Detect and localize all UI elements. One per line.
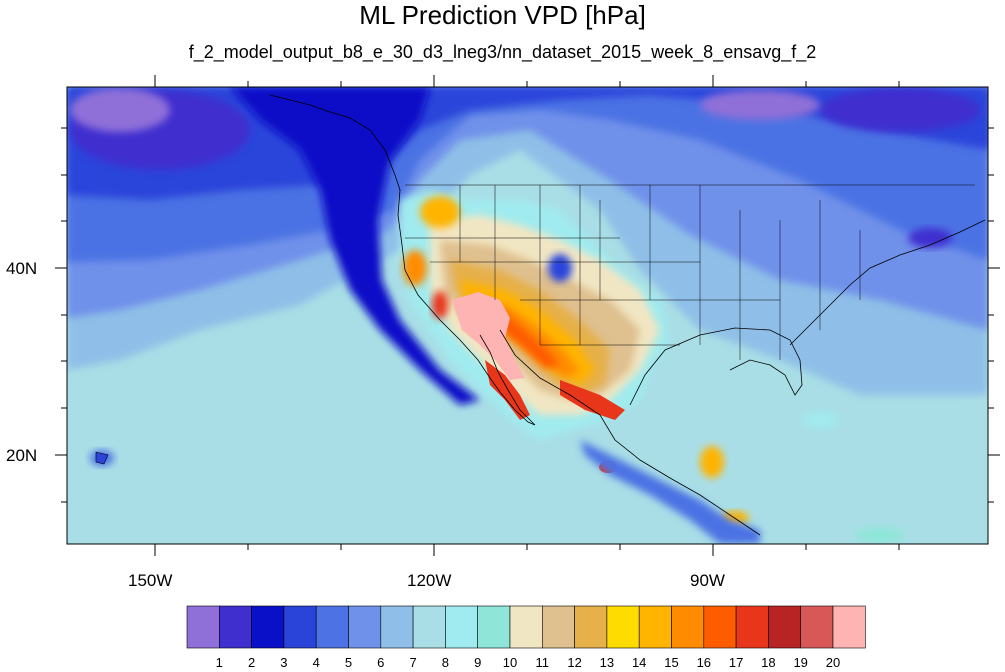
colorbar-label: 2 (247, 655, 256, 670)
colorbar-swatch (315, 605, 349, 649)
colorbar-label: 9 (474, 655, 482, 670)
colorbar-label: 10 (502, 655, 518, 670)
x-tick-label-120w: 120W (407, 571, 452, 590)
colorbar-label: 5 (344, 655, 353, 670)
colorbar-label: 6 (377, 655, 385, 670)
map-title: ML Prediction VPD [hPa] (359, 0, 646, 30)
x-tick-label-90w: 90W (690, 571, 725, 590)
colorbar-label: 11 (535, 655, 550, 670)
colorbar-label: 17 (728, 655, 744, 670)
colorbar-swatch (735, 605, 769, 649)
y-tick-label-20n: 20N (6, 446, 38, 465)
colorbar-label: 8 (441, 655, 449, 670)
colorbar-swatch (606, 605, 640, 649)
colorbar-label: 16 (696, 655, 712, 670)
colorbar-label: 7 (409, 655, 417, 670)
colorbar-swatch (832, 605, 866, 649)
map-subtitle: f_2_model_output_b8_e_30_d3_lneg3/nn_dat… (188, 42, 817, 62)
colorbar-swatch (768, 605, 802, 649)
colorbar-swatch (380, 605, 414, 649)
colorbar-label: 4 (312, 655, 320, 670)
colorbar-label: 13 (599, 655, 615, 670)
colorbar-swatch (186, 605, 220, 649)
colorbar-swatch (574, 605, 608, 649)
colorbar-swatch (509, 605, 543, 649)
y-tick-label-40n: 40N (6, 259, 38, 278)
colorbar-swatch (283, 605, 317, 649)
colorbar-label: 18 (761, 655, 776, 670)
x-tick-label-150w: 150W (128, 571, 173, 590)
colorbar-swatch (800, 605, 834, 649)
colorbar-label: 3 (280, 655, 288, 670)
colorbar-label: 20 (825, 655, 841, 670)
colorbar-label: 14 (631, 655, 647, 670)
colorbar (186, 605, 866, 649)
colorbar-label: 19 (793, 655, 808, 670)
colorbar-swatch (477, 605, 511, 649)
colorbar-swatch (703, 605, 737, 649)
colorbar-swatch (445, 605, 478, 649)
colorbar-label: 15 (664, 655, 679, 670)
colorbar-swatch (412, 605, 446, 649)
colorbar-swatch (251, 605, 285, 649)
colorbar-swatch (219, 605, 252, 649)
colorbar-swatch (348, 605, 382, 649)
colorbar-swatch (671, 605, 705, 649)
colorbar-label: 1 (215, 655, 223, 670)
vpd-field (67, 87, 988, 544)
colorbar-swatch (638, 605, 672, 649)
colorbar-label: 12 (567, 655, 582, 670)
colorbar-swatch (541, 605, 575, 649)
